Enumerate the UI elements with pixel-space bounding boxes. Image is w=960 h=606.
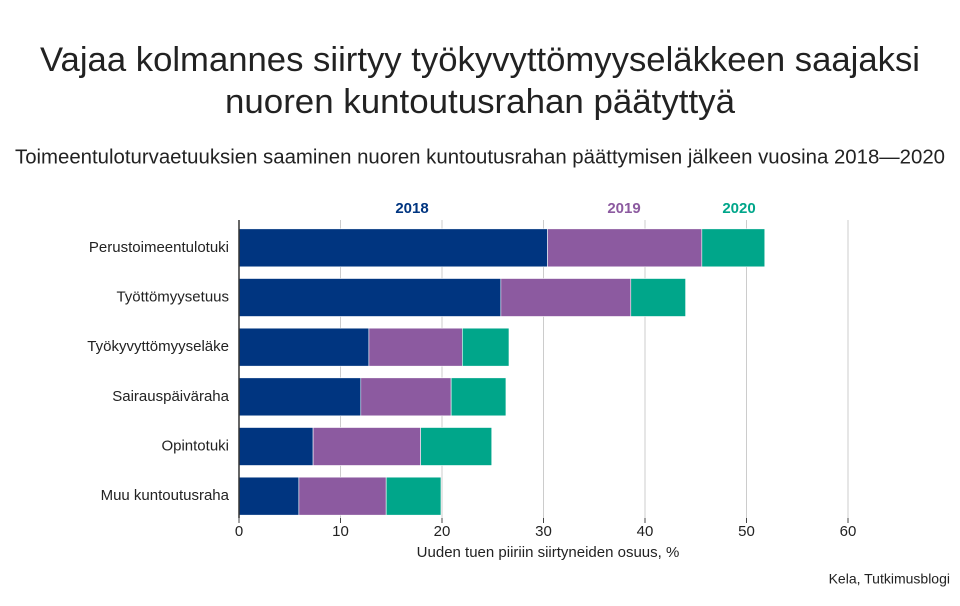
x-tick-label: 50 <box>738 523 755 540</box>
legend-label: 2020 <box>722 200 755 217</box>
bar <box>630 278 686 317</box>
bar <box>238 327 370 367</box>
bar <box>238 278 502 317</box>
chart-title: nuoren kuntoutusrahan päätyttyä <box>225 83 735 121</box>
y-tick-label: Työttömyysetuus <box>116 288 229 305</box>
source: Kela, Tutkimusblogi <box>829 571 950 587</box>
x-tick-label: 20 <box>434 523 451 540</box>
bar <box>420 427 493 466</box>
bar <box>500 278 632 317</box>
x-tick-label: 30 <box>535 523 552 540</box>
chart-subtitle: Toimeentuloturvaetuuksien saaminen nuore… <box>15 146 945 168</box>
chart-title: Vajaa kolmannes siirtyy työkyvyttömyysel… <box>40 41 920 79</box>
legend-label: 2019 <box>607 200 640 217</box>
bar <box>701 228 766 268</box>
x-tick-label: 60 <box>840 523 857 540</box>
bar <box>368 327 463 367</box>
bar <box>360 377 452 417</box>
bar <box>547 228 703 268</box>
bar <box>298 476 387 516</box>
bar <box>238 377 362 417</box>
legend-label: 2018 <box>395 200 428 217</box>
x-tick-label: 0 <box>235 523 243 540</box>
y-tick-label: Opintotuki <box>161 437 229 454</box>
bar <box>312 427 421 466</box>
bar <box>385 476 442 516</box>
bar <box>450 377 507 417</box>
y-tick-label: Muu kuntoutusraha <box>101 487 230 504</box>
bar <box>238 476 300 516</box>
bar <box>238 228 548 268</box>
bar <box>461 327 510 367</box>
x-tick-label: 10 <box>332 523 349 540</box>
bar <box>238 427 314 466</box>
x-axis-title: Uuden tuen piiriin siirtyneiden osuus, % <box>417 544 680 561</box>
x-tick-label: 40 <box>637 523 654 540</box>
y-tick-label: Perustoimeentulotuki <box>89 239 229 256</box>
y-tick-label: Työkyvyttömyyseläke <box>87 338 229 355</box>
y-tick-label: Sairauspäiväraha <box>112 388 229 405</box>
